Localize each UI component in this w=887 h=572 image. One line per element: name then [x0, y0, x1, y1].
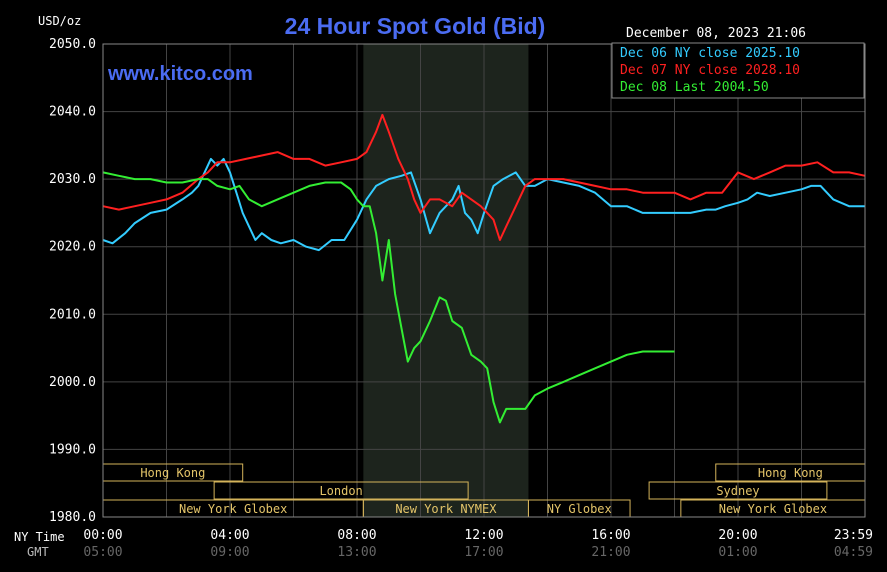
x-tick-label-ny: 16:00 — [591, 528, 630, 543]
units-label: USD/oz — [38, 14, 81, 28]
x-tick-label-ny: 04:00 — [210, 528, 249, 543]
session-label: New York NYMEX — [395, 502, 497, 516]
x-tick-label-gmt: 01:00 — [718, 545, 757, 560]
series-lines — [102, 113, 866, 424]
session-label: Hong Kong — [140, 466, 205, 480]
y-axis: 1980.0 1990.0 2000.0 2010.0 2020.0 2030.0 2040… — [49, 37, 96, 525]
y-tick-label: 2040.0 — [49, 105, 96, 120]
y-tick-label: 1980.0 — [49, 510, 96, 525]
session-label: Hong Kong — [758, 466, 823, 480]
x-tick-label-ny: 23:59 — [834, 528, 873, 543]
x-tick-label-gmt: 17:00 — [464, 545, 503, 560]
x-tick-label-gmt: 04:59 — [834, 545, 873, 560]
session-band — [213, 481, 469, 500]
x-tick-label-gmt: 09:00 — [210, 545, 249, 560]
x-tick-label-ny: 12:00 — [464, 528, 503, 543]
series-line — [102, 171, 675, 424]
session-label: New York Globex — [179, 502, 287, 516]
plot-frame — [102, 43, 866, 518]
session-label: Sydney — [716, 484, 759, 498]
series-line — [102, 113, 866, 241]
watermark: www.kitco.com — [107, 63, 253, 85]
legend-entry: Dec 07 NY close 2028.10 — [620, 63, 800, 78]
session-label: NY Globex — [547, 502, 612, 516]
chart-title: 24 Hour Spot Gold (Bid) — [285, 13, 546, 39]
legend-box — [611, 42, 865, 99]
y-tick-label: 2010.0 — [49, 307, 96, 322]
legend: Dec 06 NY close 2025.10 Dec 07 NY close … — [611, 42, 865, 99]
legend-entry: Dec 06 NY close 2025.10 — [620, 46, 800, 61]
x-tick-label-gmt: 21:00 — [591, 545, 630, 560]
y-tick-label: 1990.0 — [49, 442, 96, 457]
x-tick-label-ny: 08:00 — [337, 528, 376, 543]
x-tick-label-ny: 20:00 — [718, 528, 757, 543]
y-tick-label: 2020.0 — [49, 240, 96, 255]
session-bands: Hong Kong Hong Kong London Sydney New York G… — [102, 463, 866, 518]
x-row-label-ny: NY Time — [14, 530, 65, 544]
y-tick-label: 2000.0 — [49, 375, 96, 390]
legend-entry: Dec 08 Last 2004.50 — [620, 80, 769, 95]
trading-highlight-band — [363, 44, 529, 517]
x-tick-label-gmt: 05:00 — [83, 545, 122, 560]
x-tick-label-gmt: 13:00 — [337, 545, 376, 560]
x-row-label-gmt: GMT — [27, 545, 49, 559]
session-label: London — [319, 484, 362, 498]
session-label: New York Globex — [719, 502, 827, 516]
x-tick-label-ny: 00:00 — [83, 528, 122, 543]
timestamp: December 08, 2023 21:06 — [626, 26, 806, 41]
session-band — [648, 481, 828, 500]
y-tick-label: 2030.0 — [49, 172, 96, 187]
y-tick-label: 2050.0 — [49, 37, 96, 52]
